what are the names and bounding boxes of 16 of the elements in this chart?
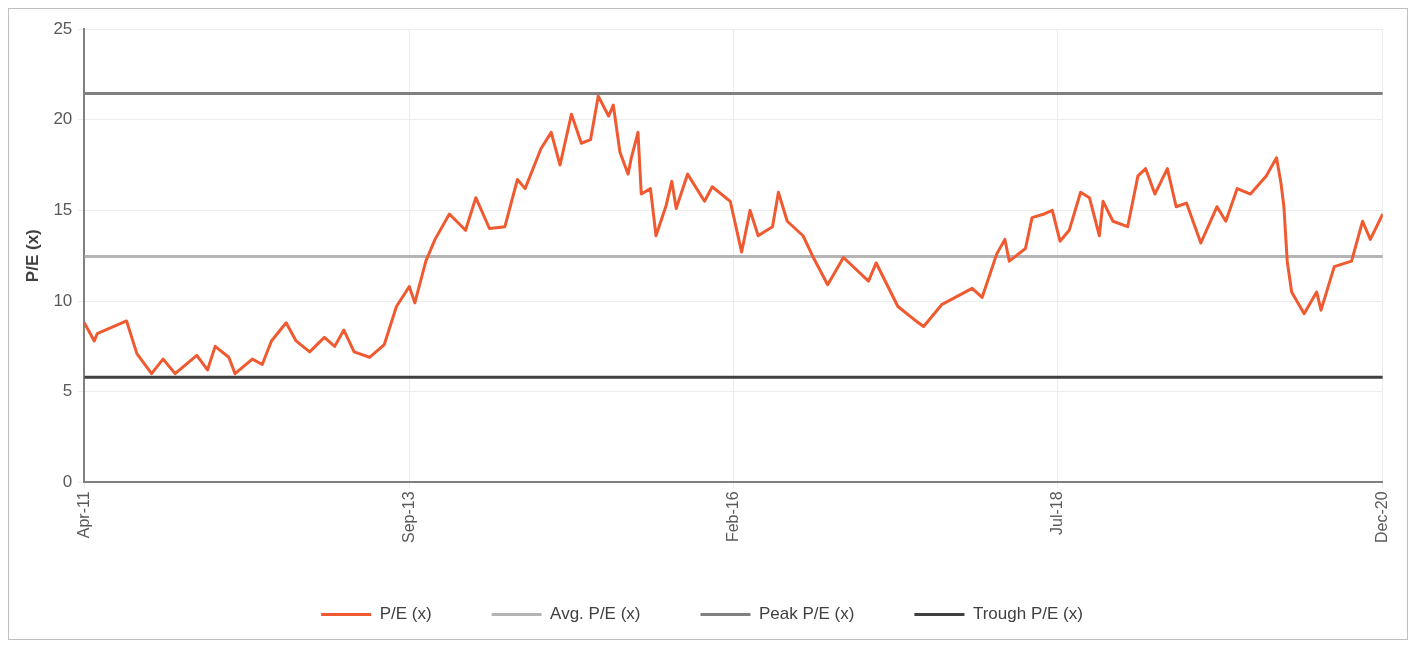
x-tick-label: Dec-20 (1373, 491, 1391, 543)
y-tick-label: 20 (53, 109, 73, 129)
legend-label: Trough P/E (x) (972, 604, 1083, 624)
legend-label: P/E (x) (379, 604, 432, 624)
x-tick-label: Apr-11 (74, 491, 92, 539)
x-tick-label: Jul-18 (1048, 491, 1066, 535)
y-tick-label: 0 (62, 472, 73, 492)
legend-label: Peak P/E (x) (759, 604, 855, 624)
x-tick-label: Feb-16 (724, 491, 742, 543)
y-tick-label: 25 (53, 18, 73, 38)
legend-label: Avg. P/E (x) (550, 604, 641, 624)
y-tick-label: 10 (53, 290, 73, 310)
y-tick-label: 15 (53, 200, 73, 220)
y-tick-label: 5 (62, 381, 73, 401)
x-tick-label: Sep-13 (399, 491, 417, 543)
y-axis-title: P/E (x) (22, 229, 42, 283)
